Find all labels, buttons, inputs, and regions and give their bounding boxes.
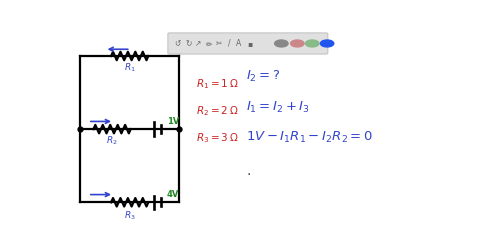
Text: $R_1 = 1\,\Omega$: $R_1 = 1\,\Omega$ — [196, 77, 239, 91]
Text: .: . — [246, 164, 251, 177]
Circle shape — [321, 40, 334, 47]
Text: ✏: ✏ — [205, 39, 212, 48]
Text: ✂: ✂ — [216, 39, 222, 48]
Text: 4V: 4V — [167, 190, 180, 199]
Text: $1V - I_1R_1 - I_2R_2 = 0$: $1V - I_1R_1 - I_2R_2 = 0$ — [246, 130, 373, 145]
Text: $R_3$: $R_3$ — [124, 210, 136, 222]
Text: /: / — [228, 39, 230, 48]
Text: ▪: ▪ — [247, 39, 252, 48]
Text: $R_1$: $R_1$ — [124, 61, 136, 74]
Text: $I_2= ?$: $I_2= ?$ — [246, 69, 280, 84]
Circle shape — [305, 40, 319, 47]
Text: ↗: ↗ — [195, 39, 202, 48]
Text: ↻: ↻ — [185, 39, 192, 48]
Circle shape — [290, 40, 304, 47]
Text: $R_2 = 2\,\Omega$: $R_2 = 2\,\Omega$ — [196, 104, 239, 118]
Text: ↺: ↺ — [174, 39, 180, 48]
Text: $I_1 = I_2 + I_3$: $I_1 = I_2 + I_3$ — [246, 100, 310, 114]
FancyBboxPatch shape — [168, 33, 328, 54]
Text: $R_2$: $R_2$ — [106, 134, 118, 147]
Text: $R_3 = 3\,\Omega$: $R_3 = 3\,\Omega$ — [196, 131, 239, 145]
Text: A: A — [236, 39, 241, 48]
Text: 1V: 1V — [167, 117, 180, 126]
Circle shape — [275, 40, 288, 47]
